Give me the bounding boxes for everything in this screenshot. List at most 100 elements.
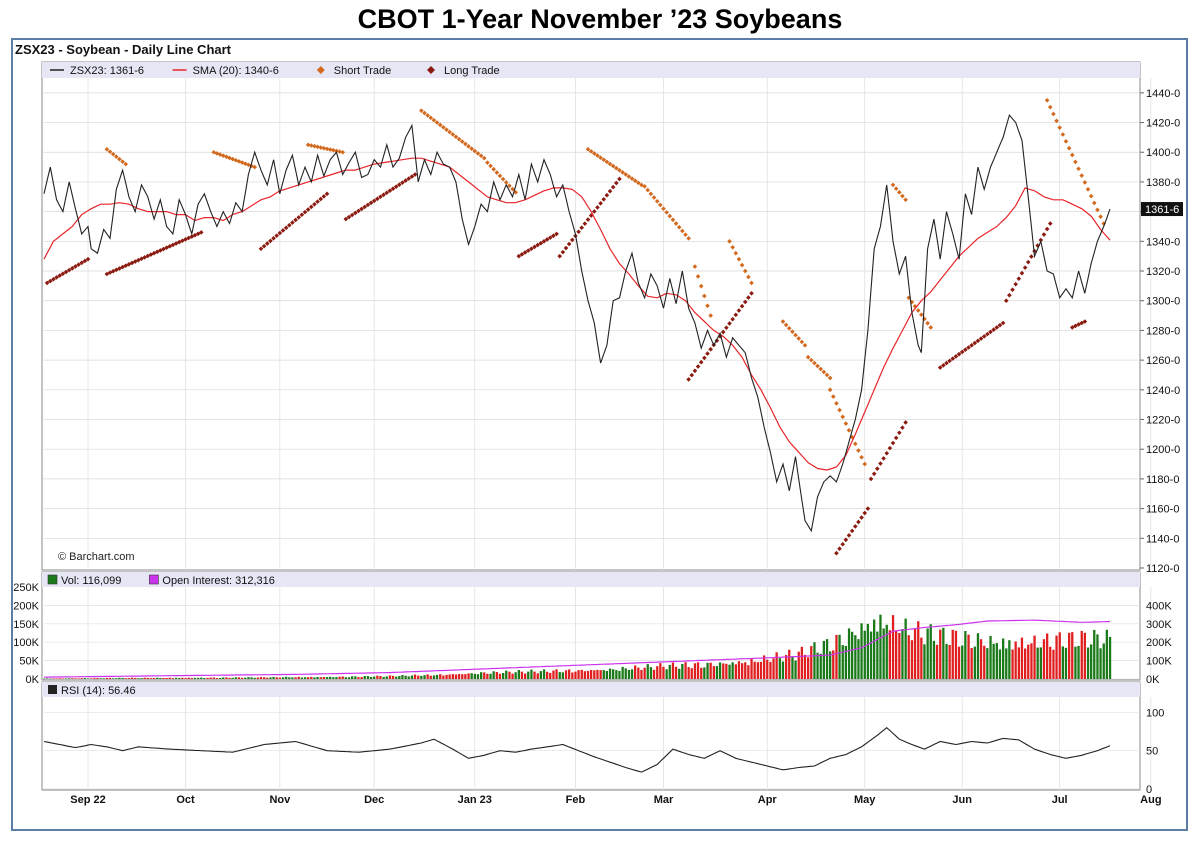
volume-bar xyxy=(480,672,483,679)
short-trade-marker xyxy=(340,149,346,155)
volume-bar xyxy=(539,671,542,679)
long-trade-marker xyxy=(566,241,572,247)
short-trade-marker xyxy=(815,363,820,369)
volume-bar xyxy=(225,677,228,679)
volume-bar xyxy=(665,669,668,679)
long-trade-marker xyxy=(318,196,324,202)
long-trade-marker xyxy=(161,246,166,252)
volume-bar xyxy=(134,677,137,679)
volume-bar xyxy=(1093,629,1096,679)
volume-bar xyxy=(549,672,552,679)
long-trade-marker xyxy=(1000,320,1006,326)
long-trade-marker xyxy=(286,222,292,228)
volume-bar xyxy=(926,628,929,679)
long-trade-marker xyxy=(966,345,971,350)
volume-bar xyxy=(678,668,681,679)
volume-bar xyxy=(621,666,624,679)
volume-bar xyxy=(486,673,489,679)
long-trade-marker xyxy=(535,242,540,248)
long-trade-marker xyxy=(409,174,415,179)
short-trade-marker xyxy=(324,146,330,152)
price-tick-label: 1340-0 xyxy=(1146,236,1180,248)
volume-bar xyxy=(373,676,376,679)
long-trade-marker xyxy=(881,456,886,461)
volume-bar xyxy=(917,621,920,679)
volume-bar xyxy=(52,678,55,679)
price-legend-bar xyxy=(42,62,1140,78)
long-trade-marker xyxy=(1041,232,1047,237)
volume-bar xyxy=(124,678,127,679)
volume-bar xyxy=(759,661,763,679)
volume-bar xyxy=(197,677,200,679)
volume-bar xyxy=(55,678,58,679)
short-trade-marker xyxy=(1044,97,1050,103)
volume-bar xyxy=(266,677,269,679)
long-trade-marker xyxy=(387,188,393,194)
volume-bar xyxy=(351,676,354,679)
volume-bar xyxy=(674,666,678,679)
long-trade-marker xyxy=(1073,323,1078,329)
long-trade-marker xyxy=(563,245,569,251)
long-trade-marker xyxy=(324,191,330,197)
volume-bar xyxy=(954,630,958,679)
short-trade-marker xyxy=(893,186,899,191)
long-trade-marker xyxy=(277,230,283,236)
long-trade-marker xyxy=(702,355,707,361)
long-trade-marker xyxy=(607,188,613,194)
long-trade-marker xyxy=(139,256,144,262)
long-trade-marker xyxy=(359,206,364,212)
volume-right-tick-label: 200K xyxy=(1146,637,1172,649)
long-trade-marker xyxy=(595,205,600,210)
short-trade-marker xyxy=(598,155,603,160)
volume-bar xyxy=(391,675,395,679)
short-trade-marker xyxy=(664,210,669,215)
long-trade-marker xyxy=(617,176,622,182)
long-trade-marker xyxy=(897,430,902,436)
long-trade-marker xyxy=(941,363,946,368)
volume-legend-bar xyxy=(42,572,1140,587)
long-trade-marker xyxy=(749,291,754,296)
volume-bar xyxy=(181,677,184,679)
long-trade-marker xyxy=(308,204,314,210)
volume-bar xyxy=(876,631,879,679)
volume-bar xyxy=(546,671,549,679)
long-trade-marker xyxy=(859,515,864,520)
short-trade-marker xyxy=(733,250,739,256)
volume-bar xyxy=(140,678,143,679)
volume-bar xyxy=(90,678,93,679)
rsi-series xyxy=(43,726,1111,773)
short-trade-marker xyxy=(702,293,707,299)
volume-bar xyxy=(923,644,926,679)
short-trade-marker xyxy=(915,308,921,313)
short-trade-marker xyxy=(117,156,122,162)
short-trade-marker xyxy=(626,174,632,179)
volume-bar xyxy=(910,640,914,679)
volume-bar xyxy=(973,646,976,679)
volume-bar xyxy=(269,677,272,679)
short-trade-marker xyxy=(601,157,607,163)
volume-bar xyxy=(615,670,618,679)
volume-bar xyxy=(835,634,838,679)
volume-bar xyxy=(508,671,511,679)
short-trade-marker xyxy=(805,354,811,360)
volume-bar xyxy=(722,663,725,679)
short-trade-marker xyxy=(623,172,629,177)
volume-bar xyxy=(857,639,860,679)
long-trade-marker xyxy=(840,541,846,547)
short-trade-marker xyxy=(705,303,710,309)
long-trade-marker xyxy=(692,368,698,374)
long-trade-marker xyxy=(557,253,563,259)
price-tick-label: 1260-0 xyxy=(1146,355,1180,367)
long-trade-marker xyxy=(538,240,544,246)
volume-bar xyxy=(300,677,303,679)
volume-bar xyxy=(1096,634,1099,679)
long-trade-marker xyxy=(145,253,151,259)
volume-bar xyxy=(1039,647,1042,679)
short-trade-marker xyxy=(472,148,478,154)
volume-bar xyxy=(105,677,109,679)
volume-bar xyxy=(376,675,379,679)
volume-bar xyxy=(1077,645,1080,679)
long-trade-marker xyxy=(151,250,157,256)
short-trade-marker xyxy=(1085,186,1091,192)
short-trade-marker xyxy=(661,206,666,211)
